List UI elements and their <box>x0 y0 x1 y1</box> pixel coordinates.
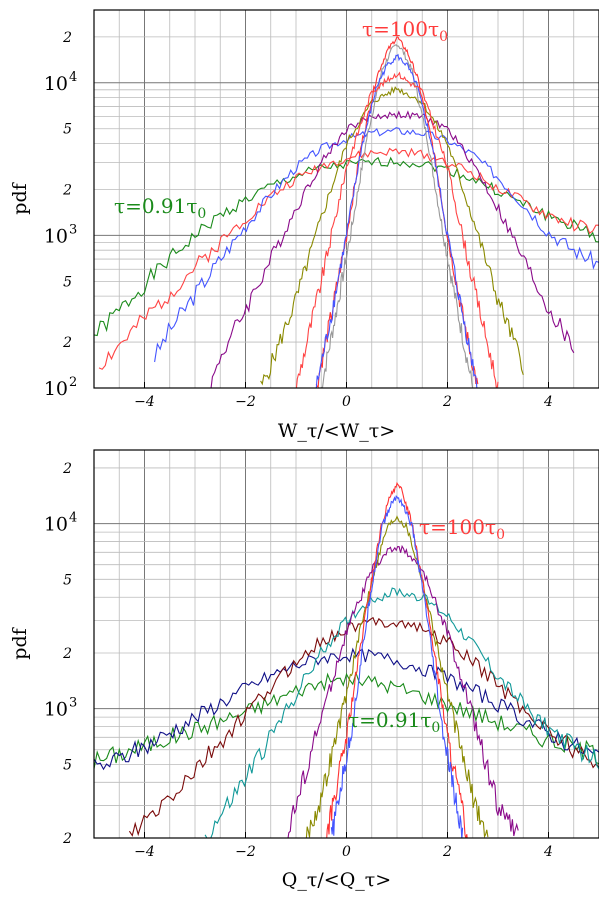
y-tick-base: 10 <box>44 514 68 536</box>
x-tick-label: 4 <box>543 844 553 860</box>
series-line-2 <box>94 647 599 771</box>
y-tick-label: 10 <box>44 225 68 247</box>
annotation-label: τ=0.91τ0 <box>114 194 206 222</box>
series-line-8 <box>315 53 478 388</box>
y-tick-label: 2 <box>62 461 72 477</box>
y-tick-exponent: 4 <box>69 70 77 85</box>
x-tick-label: −2 <box>235 394 256 410</box>
y-tick-label: 2 <box>62 182 72 198</box>
y-tick-label: 10 <box>44 699 68 721</box>
series-line-6 <box>315 36 479 388</box>
y-tick-label: 5 <box>63 757 72 773</box>
series-line-3 <box>154 127 599 363</box>
gridlines <box>94 450 599 839</box>
series-line-5 <box>287 544 519 838</box>
x-tick-label: 2 <box>442 394 452 410</box>
y-tick-label: 5 <box>63 122 72 138</box>
series-line-4 <box>210 110 575 388</box>
series-line-7 <box>320 43 474 388</box>
series-line-4 <box>204 587 599 838</box>
y-tick-label: 10 <box>44 73 68 95</box>
gridlines <box>94 9 599 389</box>
series-line-1 <box>94 671 599 769</box>
y-tick-label: 2 <box>62 646 72 662</box>
y-tick-label: 2 <box>62 335 72 351</box>
y-tick-base: 10 <box>44 378 68 400</box>
y-tick-base: 10 <box>44 225 68 247</box>
y-tick-label: 10 <box>44 514 68 536</box>
x-tick-label: −4 <box>134 844 155 860</box>
y-tick-label: 10 <box>44 378 68 400</box>
x-axis-title: Q_τ/<Q_τ> <box>282 869 391 891</box>
annotation-subscript: 0 <box>197 206 206 222</box>
series-line-9 <box>295 71 499 388</box>
series-line-2 <box>98 147 599 370</box>
annotation-base: τ=100τ <box>362 17 439 41</box>
x-tick-label: −4 <box>134 394 155 410</box>
x-tick-label: 0 <box>342 394 351 410</box>
series-line-7 <box>326 481 468 838</box>
y-tick-base: 10 <box>44 73 68 95</box>
annotation-base: τ=0.91τ <box>348 708 431 732</box>
y-tick-label: 2 <box>62 831 72 847</box>
x-tick-label: −2 <box>235 844 256 860</box>
annotation-subscript: 0 <box>431 720 440 736</box>
series-line-6 <box>305 515 489 838</box>
annotation-label: τ=100τ0 <box>362 17 448 45</box>
y-axis-title: pdf <box>9 626 31 659</box>
series-group <box>94 36 599 388</box>
y-tick-base: 10 <box>44 699 68 721</box>
annotation-subscript: 0 <box>496 527 505 543</box>
annotation-label: τ=100τ0 <box>419 515 505 543</box>
x-tick-label: 0 <box>342 844 351 860</box>
series-line-5 <box>260 86 524 386</box>
y-axis-title: pdf <box>9 181 31 214</box>
annotation-label: τ=0.91τ0 <box>348 708 440 736</box>
x-tick-label: 4 <box>543 394 553 410</box>
y-tick-label: 2 <box>62 30 72 46</box>
series-group <box>94 481 599 838</box>
y-tick-exponent: 3 <box>69 222 77 237</box>
annotation-subscript: 0 <box>439 29 448 45</box>
y-tick-label: 5 <box>63 274 72 290</box>
y-tick-label: 5 <box>63 572 72 588</box>
x-tick-label: 2 <box>442 844 452 860</box>
annotation-base: τ=0.91τ <box>114 194 197 218</box>
series-line-8 <box>330 495 464 838</box>
x-axis-title: W_τ/<W_τ> <box>278 420 395 442</box>
y-tick-exponent: 2 <box>69 375 77 390</box>
y-tick-exponent: 3 <box>69 696 77 711</box>
y-tick-exponent: 4 <box>69 511 77 526</box>
annotation-base: τ=100τ <box>419 515 496 539</box>
